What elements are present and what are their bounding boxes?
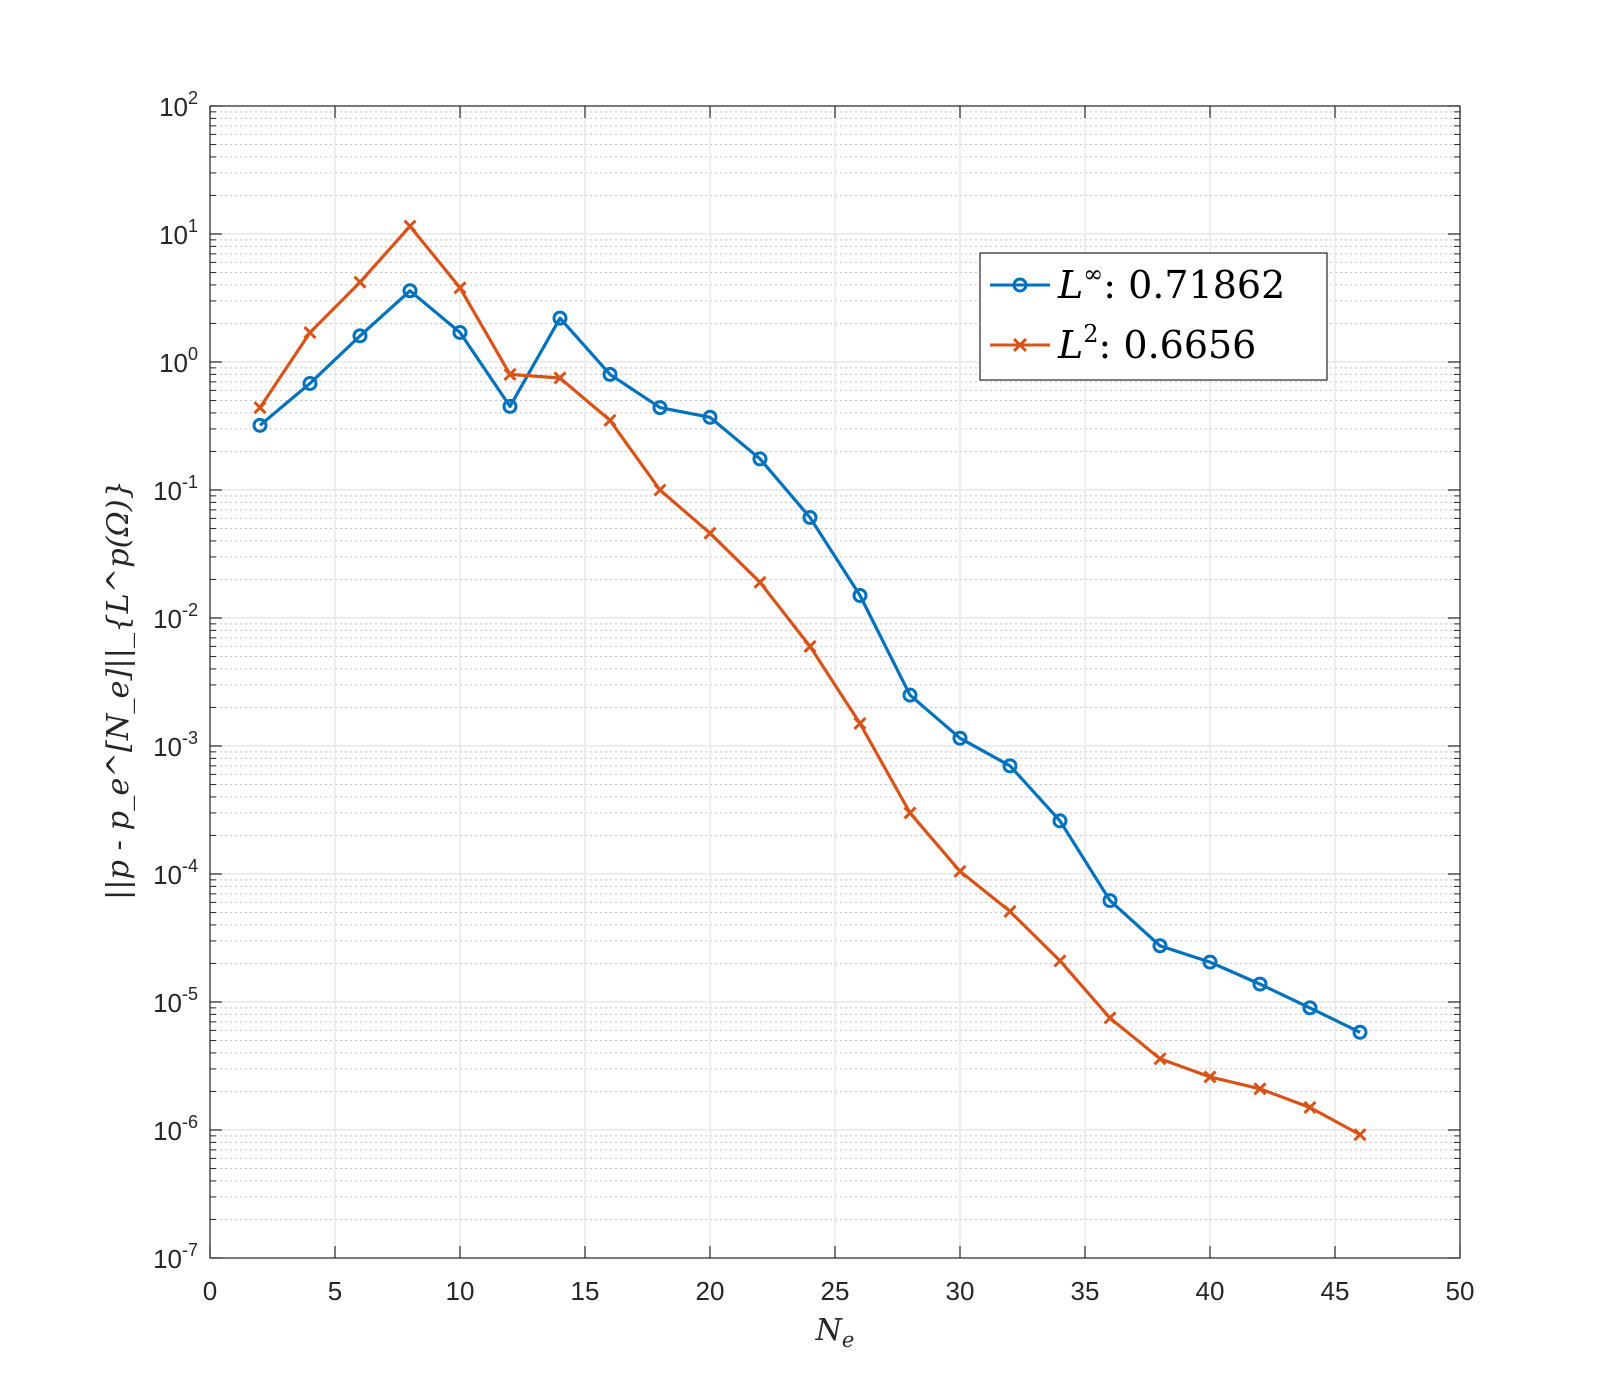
y-tick-label: 10-3: [153, 728, 198, 762]
data-point-l2: [703, 526, 717, 540]
data-point-l2: [853, 716, 867, 731]
y-tick-label: 100: [159, 344, 198, 378]
y-tick-label: 10-5: [153, 984, 198, 1018]
data-point-l2: [803, 639, 817, 653]
y-tick-labels: 10-7 10-6 10-5 10-4 10-3 10-2 10-1 100 101 102: [153, 88, 198, 1274]
data-point-l2: [653, 483, 667, 497]
y-axis-label: ||p - p_e^[N_e]||_{L^p(Ω)}: [101, 480, 136, 900]
data-point-l2: [903, 806, 917, 820]
data-point-linf: [602, 366, 618, 382]
data-point-linf: [1252, 976, 1268, 992]
y-tick-label: 102: [159, 88, 198, 122]
x-tick-label: 35: [1071, 1276, 1100, 1306]
data-point-l2: [603, 413, 617, 427]
data-point-linf: [1002, 758, 1018, 774]
legend-label-l2: L2: 0.6656: [1057, 320, 1256, 367]
y-axis-label-group: ||p - p_e^[N_e]||_{L^p(Ω)}: [101, 480, 136, 900]
x-tick-labels: 0 5 10 15 20 25 30 35 40 45 50: [203, 1276, 1475, 1306]
legend-label-linf: L∞: 0.71862: [1057, 260, 1285, 307]
data-point-linf: [502, 398, 518, 414]
data-point-linf: [952, 730, 968, 746]
data-point-linf: [252, 417, 268, 433]
data-point-l2: [1353, 1128, 1367, 1142]
series-line-linf: [258, 289, 1361, 1034]
data-point-l2: [1153, 1052, 1167, 1066]
x-tick-label: 30: [946, 1276, 975, 1306]
legend-marker-l2: [1012, 337, 1028, 353]
data-point-linf: [902, 687, 918, 703]
data-point-l2: [1303, 1100, 1317, 1115]
data-point-linf: [1152, 938, 1168, 954]
data-point-l2: [1253, 1082, 1267, 1096]
data-point-l2: [503, 367, 517, 381]
data-point-linf: [302, 375, 318, 391]
data-point-linf: [1302, 1000, 1318, 1016]
data-point-linf: [1102, 893, 1118, 909]
legend-marker-linf: [1012, 277, 1028, 293]
y-tick-label: 10-1: [153, 472, 198, 506]
x-tick-label: 20: [696, 1276, 725, 1306]
data-point-linf: [652, 400, 668, 416]
x-tick-label: 15: [571, 1276, 600, 1306]
x-axis-label: Ne: [815, 1313, 855, 1352]
y-tick-label: 10-6: [153, 1112, 198, 1146]
data-point-l2: [1103, 1011, 1117, 1025]
data-point-l2: [953, 864, 967, 878]
data-point-linf: [552, 310, 568, 326]
data-point-linf: [352, 328, 368, 344]
data-point-l2: [1203, 1070, 1217, 1084]
data-point-linf: [402, 283, 418, 299]
data-point-linf: [752, 451, 768, 467]
data-point-l2: [353, 275, 367, 289]
x-tick-label: 45: [1321, 1276, 1350, 1306]
x-tick-label: 25: [821, 1276, 850, 1306]
series-layer: [252, 219, 1368, 1142]
x-tick-label: 0: [203, 1276, 217, 1306]
data-point-l2: [753, 575, 767, 589]
data-point-l2: [1053, 954, 1067, 968]
axis-ticks: [209, 105, 1461, 1259]
data-point-linf: [802, 509, 818, 525]
y-tick-label: 10-4: [153, 856, 198, 890]
legend: L∞: 0.71862 L2: 0.6656: [979, 252, 1328, 381]
data-point-linf: [1352, 1024, 1368, 1040]
data-point-linf: [852, 587, 868, 603]
x-tick-label: 40: [1196, 1276, 1225, 1306]
data-point-l2: [1003, 904, 1017, 918]
x-tick-label: 5: [328, 1276, 342, 1306]
data-point-l2: [453, 281, 467, 295]
x-tick-label: 10: [446, 1276, 475, 1306]
data-point-l2: [303, 325, 317, 340]
y-tick-label: 10-2: [153, 600, 198, 634]
data-point-linf: [702, 409, 718, 425]
data-point-l2: [253, 401, 267, 415]
data-point-l2: [553, 371, 567, 385]
legend-box: [979, 252, 1328, 381]
x-tick-label: 50: [1446, 1276, 1475, 1306]
y-tick-label: 10-7: [153, 1240, 198, 1274]
data-point-l2: [403, 219, 417, 233]
y-tick-label: 101: [159, 216, 198, 250]
data-point-linf: [452, 325, 468, 341]
data-point-linf: [1202, 954, 1218, 970]
data-point-linf: [1052, 813, 1068, 829]
